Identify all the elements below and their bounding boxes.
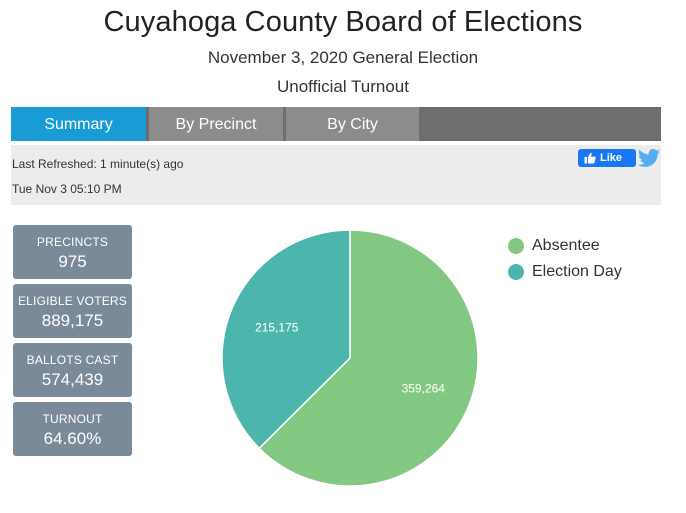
stat-value: 975 (58, 252, 87, 271)
stat-precincts: PRECINCTS 975 (13, 225, 132, 279)
pie-slice-absentee[interactable] (258, 229, 479, 487)
legend-dot-election-day (508, 264, 524, 280)
stat-value: 574,439 (41, 370, 104, 389)
stat-eligible-voters: ELIGIBLE VOTERS 889,175 (13, 284, 132, 338)
stat-value: 64.60% (43, 429, 102, 448)
legend-label: Absentee (532, 237, 600, 254)
tab-by-city[interactable]: By City (286, 107, 419, 141)
legend-item-election-day[interactable]: Election Day (508, 259, 622, 285)
stat-value: 889,175 (41, 311, 104, 330)
stat-label: PRECINCTS (36, 235, 109, 249)
chart-legend: Absentee Election Day (508, 233, 622, 285)
twitter-bird-icon[interactable] (637, 148, 661, 170)
legend-dot-absentee (508, 238, 524, 254)
tab-summary[interactable]: Summary (11, 107, 146, 141)
pie-data-label-absentee: 359,264 (402, 381, 446, 395)
legend-label: Election Day (532, 263, 622, 280)
page-title: Cuyahoga County Board of Elections (103, 6, 583, 38)
tab-by-precinct[interactable]: By Precinct (149, 107, 283, 141)
stat-label: TURNOUT (42, 412, 103, 426)
thumbs-up-icon (584, 152, 596, 164)
tab-bar: Summary By Precinct By City (11, 107, 661, 141)
turnout-subtitle: Unofficial Turnout (277, 77, 409, 96)
turnout-pie-chart: 359,264 215,175 (221, 229, 479, 487)
stat-ballots-cast: BALLOTS CAST 574,439 (13, 343, 132, 397)
timestamp-text: Tue Nov 3 05:10 PM (12, 182, 122, 196)
legend-item-absentee[interactable]: Absentee (508, 233, 622, 259)
pie-data-label-election-day: 215,175 (255, 321, 299, 335)
facebook-like-button[interactable]: Like (578, 149, 636, 167)
stat-label: ELIGIBLE VOTERS (17, 294, 128, 308)
last-refreshed-text: Last Refreshed: 1 minute(s) ago (12, 157, 184, 171)
pie-slice-election-day[interactable] (221, 229, 351, 450)
like-label: Like (600, 152, 623, 164)
stat-turnout: TURNOUT 64.60% (13, 402, 132, 456)
election-subtitle: November 3, 2020 General Election (207, 48, 479, 67)
stat-label: BALLOTS CAST (26, 353, 119, 367)
info-bar: Last Refreshed: 1 minute(s) ago Tue Nov … (11, 145, 661, 205)
